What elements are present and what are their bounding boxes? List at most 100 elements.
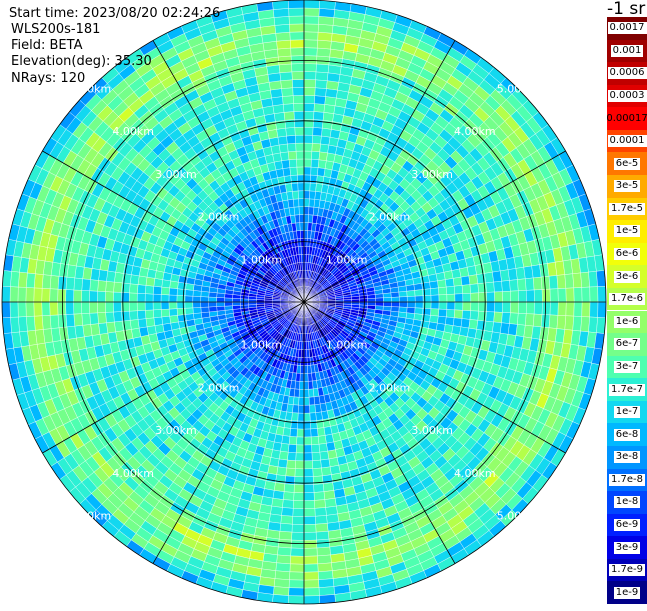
beta-cell: [304, 437, 311, 445]
beta-cell: [415, 302, 423, 308]
colorbar-tick-label: 1.7e-9: [609, 564, 645, 576]
beta-cell: [309, 389, 314, 397]
beta-cell: [42, 275, 51, 289]
beta-cell: [590, 287, 598, 302]
beta-cell: [557, 275, 566, 289]
beta-cell: [287, 135, 296, 144]
beta-cell: [201, 307, 209, 313]
beta-cell: [463, 293, 471, 302]
beta-cell: [308, 373, 313, 381]
beta-cell: [293, 199, 299, 207]
beta-cell: [299, 207, 304, 215]
beta-cell: [502, 291, 510, 302]
beta-cell: [454, 310, 463, 319]
beta-cell: [295, 461, 304, 469]
colorbar-tick-label: 6e-8: [614, 429, 641, 441]
beta-cell: [293, 87, 304, 95]
beta-cell: [145, 294, 153, 302]
range-label: 2.00km: [369, 211, 411, 224]
beta-cell: [494, 281, 503, 292]
beta-cell: [415, 308, 423, 315]
beta-cell: [304, 588, 319, 596]
beta-cell: [277, 40, 291, 49]
range-label: 4.00km: [454, 125, 496, 138]
beta-cell: [298, 183, 304, 191]
beta-cell: [97, 291, 105, 302]
colorbar-swatch: 1.7e-6: [607, 288, 647, 311]
beta-cell: [304, 564, 318, 572]
beta-cell: [297, 167, 304, 175]
colorbar-tick-label: 3e-9: [614, 542, 641, 554]
beta-cell: [295, 215, 300, 223]
colorbar-swatch: 0.001: [607, 40, 647, 63]
beta-cell: [292, 405, 298, 413]
beta-cell: [113, 302, 121, 312]
beta-cell: [233, 305, 241, 309]
beta-cell: [304, 524, 316, 532]
beta-cell: [320, 144, 329, 153]
beta-cell: [321, 136, 330, 145]
beta-cell: [293, 500, 304, 508]
beta-cell: [589, 317, 598, 333]
beta-cell: [309, 405, 315, 413]
beta-cell: [106, 281, 115, 292]
beta-cell: [304, 8, 319, 16]
beta-cell: [525, 278, 534, 290]
beta-cell: [325, 498, 337, 507]
beta-cell: [304, 191, 310, 199]
beta-cell: [105, 302, 113, 312]
beta-cell: [285, 183, 292, 192]
beta-cell: [542, 302, 550, 315]
beta-cell: [145, 302, 153, 310]
beta-cell: [300, 230, 304, 238]
beta-cell: [437, 280, 446, 288]
beta-cell: [299, 397, 304, 405]
range-label: 2.00km: [369, 381, 411, 394]
beta-cell: [399, 302, 407, 307]
beta-cell: [288, 0, 304, 8]
beta-cell: [470, 311, 479, 321]
beta-cell: [492, 271, 501, 282]
beta-cell: [289, 24, 304, 32]
beta-cell: [113, 292, 121, 302]
beta-cell: [304, 580, 319, 588]
beta-cell: [292, 64, 304, 72]
beta-cell: [97, 302, 105, 313]
beta-cell: [471, 302, 479, 311]
beta-cell: [274, 579, 289, 588]
beta-cell: [81, 290, 89, 302]
beta-cell: [431, 302, 439, 309]
beta-cell: [296, 445, 304, 453]
beta-cell: [455, 294, 463, 302]
beta-cell: [290, 167, 297, 175]
beta-cell: [500, 323, 509, 335]
beta-cell: [399, 297, 407, 302]
colorbar-swatch: 3e-6: [607, 265, 647, 288]
nrays-label: NRays: 120: [11, 71, 85, 86]
beta-cell: [278, 56, 291, 65]
beta-cell: [304, 596, 320, 604]
colorbar-swatch: 1.7e-5: [607, 198, 647, 221]
beta-cell: [66, 277, 75, 290]
beta-cell: [201, 297, 209, 302]
beta-cell: [383, 302, 391, 307]
beta-cell: [297, 231, 301, 239]
beta-cell: [304, 48, 317, 56]
colorbar-tick-label: 3e-6: [614, 271, 641, 283]
beta-cell: [566, 302, 574, 316]
beta-cell: [185, 302, 193, 308]
beta-cell: [274, 483, 285, 492]
beta-cell: [494, 312, 503, 323]
beta-cell: [316, 72, 328, 81]
beta-cell: [352, 299, 360, 302]
beta-cell: [383, 297, 391, 302]
beta-cell: [169, 288, 177, 295]
beta-cell: [18, 302, 26, 317]
beta-cell: [494, 302, 502, 312]
beta-cell: [318, 24, 333, 33]
beta-cell: [573, 273, 582, 288]
beta-cell: [438, 309, 446, 317]
beta-cell: [316, 64, 329, 73]
beta-cell: [469, 319, 478, 329]
beta-cell: [273, 153, 282, 162]
